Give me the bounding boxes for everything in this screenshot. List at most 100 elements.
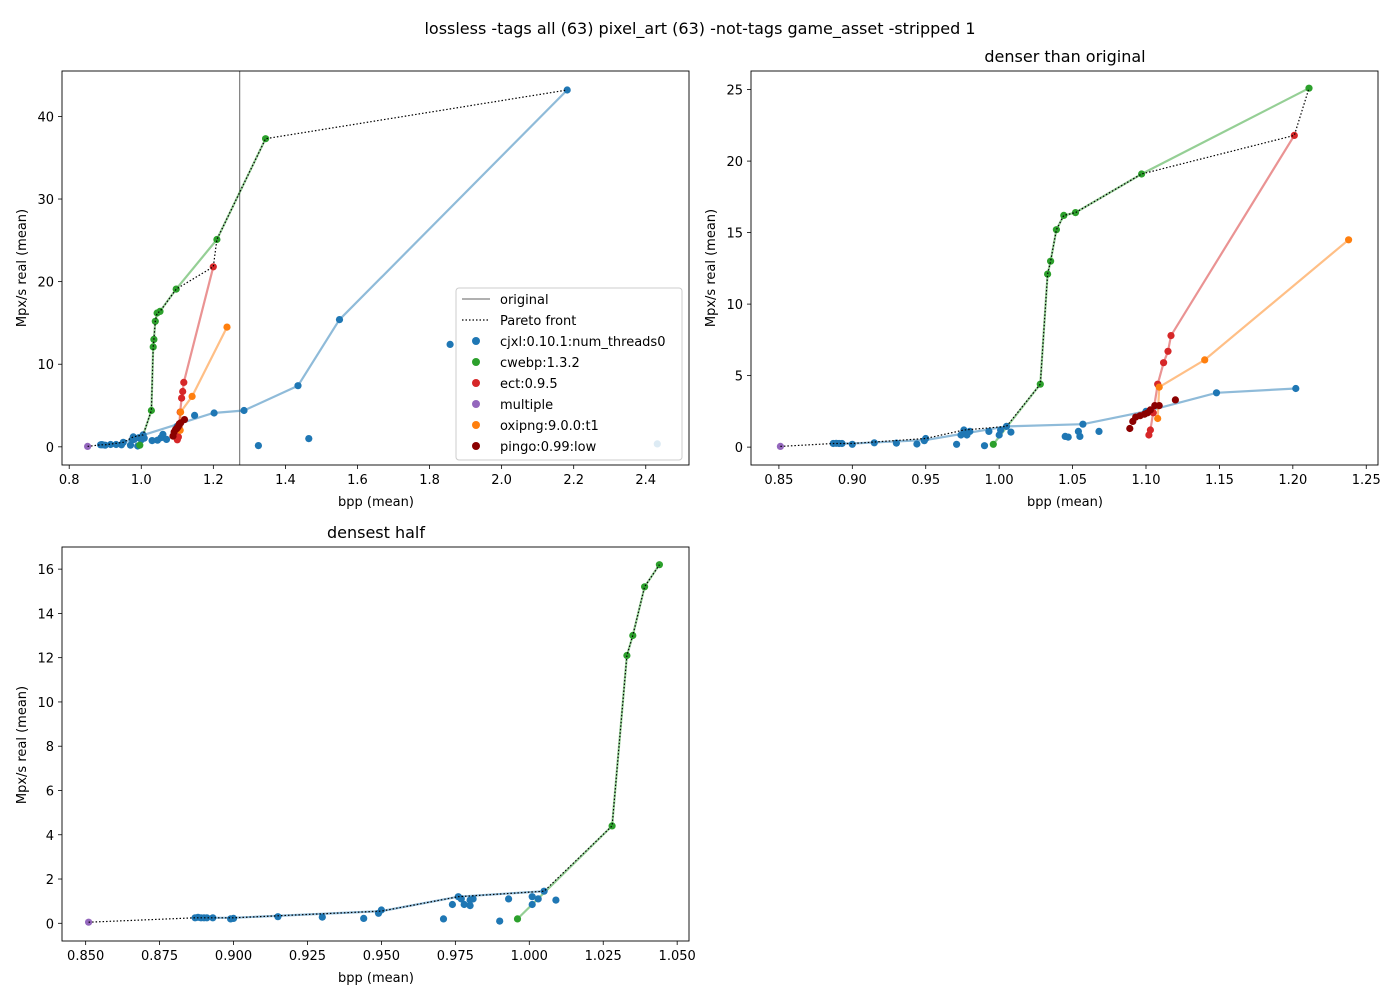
data-point-cjxl <box>449 901 456 908</box>
data-point-cjxl <box>440 915 447 922</box>
data-point-ect <box>178 395 185 402</box>
pareto-front-line <box>89 565 660 923</box>
y-tick-label: 10 <box>726 298 743 313</box>
data-point-oxipng <box>1156 384 1163 391</box>
x-tick-label: 1.2 <box>203 473 224 488</box>
x-tick-label: 0.925 <box>289 949 326 964</box>
data-point-cjxl <box>1076 433 1083 440</box>
y-axis-label: Mpx/s real (mean) <box>704 209 719 327</box>
y-tick-label: 10 <box>37 696 54 711</box>
x-tick-label: 0.950 <box>363 949 400 964</box>
x-tick-label: 1.15 <box>1205 473 1234 488</box>
legend-label-multiple: multiple <box>500 398 553 413</box>
legend-label-pareto: Pareto front <box>500 314 576 329</box>
x-tick-label: 1.05 <box>1058 473 1087 488</box>
data-point-cwebp <box>990 441 997 448</box>
data-point-ect <box>1167 332 1174 339</box>
y-tick-label: 30 <box>37 193 54 208</box>
series-line-cwebp <box>140 139 266 446</box>
y-axis-label: Mpx/s real (mean) <box>15 686 30 804</box>
data-point-oxipng <box>1345 236 1352 243</box>
x-tick-label: 1.6 <box>347 473 368 488</box>
x-tick-label: 0.900 <box>215 949 252 964</box>
data-point-cjxl <box>378 906 385 913</box>
data-point-oxipng <box>1201 356 1208 363</box>
data-point-cjxl <box>913 440 920 447</box>
series-line-cjxl <box>195 891 544 918</box>
data-point-cjxl <box>240 407 247 414</box>
x-tick-label: 1.000 <box>511 949 548 964</box>
data-point-cjxl <box>305 435 312 442</box>
y-tick-label: 5 <box>735 370 743 385</box>
data-point-cjxl <box>552 897 559 904</box>
x-tick-label: 1.050 <box>659 949 696 964</box>
plot-marks <box>85 561 663 926</box>
data-point-ect <box>179 388 186 395</box>
y-tick-label: 15 <box>726 227 743 242</box>
x-tick-label: 0.8 <box>59 473 80 488</box>
data-point-ect <box>1147 426 1154 433</box>
x-tick-label: 0.85 <box>764 473 793 488</box>
y-tick-label: 0 <box>46 917 54 932</box>
y-tick-label: 20 <box>37 276 54 291</box>
legend-label-pingo: pingo:0.99:low <box>500 440 597 455</box>
legend-label-cwebp: cwebp:1.3.2 <box>500 356 580 371</box>
axes-frame <box>62 547 689 941</box>
legend-marker-oxipng <box>472 421 480 429</box>
y-tick-label: 20 <box>726 155 743 170</box>
x-tick-label: 1.8 <box>419 473 440 488</box>
data-point-cjxl <box>981 442 988 449</box>
plot-area-densest-half: 0.8500.8750.9000.9250.9500.9751.0001.025… <box>37 547 695 964</box>
x-tick-label: 2.2 <box>563 473 584 488</box>
data-point-oxipng <box>1154 415 1161 422</box>
data-point-ect <box>1160 359 1167 366</box>
data-point-cjxl <box>319 914 326 921</box>
data-point-cjxl <box>505 895 512 902</box>
data-point-cjxl <box>849 441 856 448</box>
y-axis-label: Mpx/s real (mean) <box>15 209 30 327</box>
data-point-cjxl <box>985 428 992 435</box>
data-point-ect <box>180 379 187 386</box>
data-point-cjxl <box>1079 421 1086 428</box>
data-point-cwebp <box>262 135 269 142</box>
data-point-oxipng <box>189 393 196 400</box>
data-point-cjxl <box>141 435 148 442</box>
legend-label-ect: ect:0.9.5 <box>500 377 558 392</box>
legend-marker-multiple <box>472 400 480 408</box>
y-tick-label: 40 <box>37 110 54 125</box>
data-point-cjxl <box>1292 385 1299 392</box>
data-point-cjxl <box>496 918 503 925</box>
series-line-oxipng <box>180 327 227 430</box>
data-point-cjxl <box>191 412 198 419</box>
figure-title: lossless -tags all (63) pixel_art (63) -… <box>424 19 975 39</box>
legend-label-cjxl: cjxl:0.10.1:num_threads0 <box>500 335 665 350</box>
data-point-cjxl <box>871 439 878 446</box>
data-point-cjxl <box>470 895 477 902</box>
data-point-ect <box>210 263 217 270</box>
x-tick-label: 2.4 <box>635 473 656 488</box>
x-axis-label: bpp (mean) <box>1027 495 1103 510</box>
y-tick-label: 2 <box>46 873 54 888</box>
legend-label-original: original <box>500 293 549 308</box>
data-point-cwebp <box>136 442 143 449</box>
chart-svg: lossless -tags all (63) pixel_art (63) -… <box>0 0 1400 1000</box>
data-point-cjxl <box>467 902 474 909</box>
figure: lossless -tags all (63) pixel_art (63) -… <box>0 0 1400 1000</box>
panel-title: denser than original <box>984 47 1145 66</box>
legend-marker-pingo <box>472 442 480 450</box>
x-tick-label: 1.4 <box>275 473 296 488</box>
data-point-cjxl <box>211 409 218 416</box>
y-tick-label: 6 <box>46 784 54 799</box>
x-tick-label: 1.025 <box>585 949 622 964</box>
data-point-cwebp <box>514 915 521 922</box>
data-point-cwebp <box>1138 170 1145 177</box>
legend-marker-ect <box>472 379 480 387</box>
y-tick-label: 4 <box>46 829 54 844</box>
data-point-cjxl <box>163 436 170 443</box>
legend-marker-cwebp <box>472 358 480 366</box>
data-point-cjxl <box>1065 434 1072 441</box>
y-tick-label: 10 <box>37 358 54 373</box>
y-tick-label: 0 <box>735 441 743 456</box>
x-tick-label: 1.25 <box>1352 473 1381 488</box>
y-tick-label: 14 <box>37 607 54 622</box>
